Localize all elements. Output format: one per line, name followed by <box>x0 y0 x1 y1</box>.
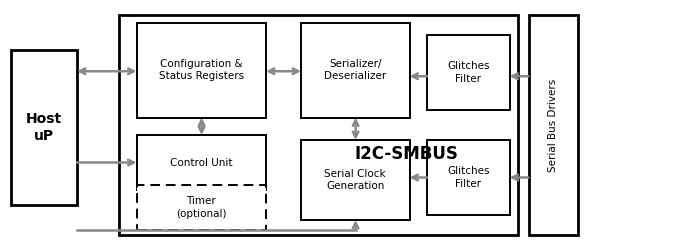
Text: I2C-SMBUS: I2C-SMBUS <box>354 145 458 163</box>
Text: Serial Clock
Generation: Serial Clock Generation <box>324 169 386 191</box>
Text: Serializer/
Deserializer: Serializer/ Deserializer <box>324 59 386 81</box>
Text: Serial Bus Drivers: Serial Bus Drivers <box>548 78 558 172</box>
Text: Configuration &
Status Registers: Configuration & Status Registers <box>159 59 244 81</box>
Bar <box>119 15 518 235</box>
Text: Timer
(optional): Timer (optional) <box>176 196 227 219</box>
Text: Glitches
Filter: Glitches Filter <box>447 166 489 189</box>
Text: Host
uP: Host uP <box>26 112 62 143</box>
Bar <box>136 22 266 118</box>
Bar <box>528 15 578 235</box>
Bar <box>136 185 266 230</box>
Text: Control Unit: Control Unit <box>170 158 232 168</box>
Bar <box>427 140 510 215</box>
Bar <box>136 135 266 190</box>
Text: Glitches
Filter: Glitches Filter <box>447 61 489 84</box>
Bar <box>10 50 77 205</box>
Bar <box>301 22 410 118</box>
Bar <box>427 35 510 110</box>
Bar <box>301 140 410 220</box>
